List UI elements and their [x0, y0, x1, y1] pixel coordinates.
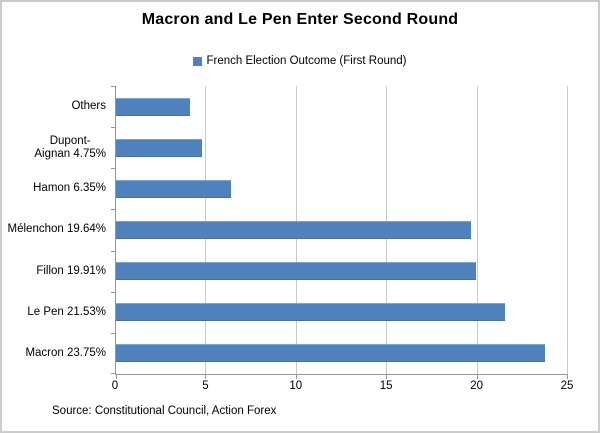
x-axis-tick	[116, 375, 117, 379]
bar	[116, 179, 231, 198]
legend-label: French Election Outcome (First Round)	[206, 55, 407, 67]
category-label: Fillon 19.91%	[36, 265, 106, 278]
x-tick-label: 5	[202, 380, 209, 392]
x-axis-tick	[386, 375, 388, 379]
plot-area	[111, 86, 568, 379]
vertical-gridline	[567, 86, 568, 374]
x-tick-label: 0	[111, 380, 119, 392]
category-label-line: Mélenchon 19.64%	[7, 223, 106, 236]
category-label: Le Pen 21.53%	[27, 306, 106, 319]
category-label-row: Mélenchon 19.64%	[2, 209, 110, 250]
category-label: Dupont- Aignan 4.75%	[34, 135, 106, 161]
legend-marker-swatch	[193, 56, 203, 66]
category-label-row: Others	[2, 86, 110, 127]
category-label: Macron 23.75%	[25, 347, 106, 360]
y-axis-tick	[111, 373, 115, 374]
y-axis-tick	[111, 209, 115, 210]
y-axis-tick	[111, 168, 115, 169]
category-label: Mélenchon 19.64%	[8, 223, 106, 236]
source-caption: Source: Constitutional Council, Action F…	[52, 405, 277, 417]
x-axis-tick	[476, 375, 478, 379]
y-axis-tick	[111, 127, 115, 128]
x-axis-tick	[205, 375, 207, 379]
y-axis-tick	[111, 251, 115, 252]
bar	[116, 262, 476, 281]
category-label-line: Le Pen 21.53%	[27, 305, 106, 318]
x-tick-label: 15	[379, 380, 393, 392]
category-label-line: Fillon 19.91%	[36, 264, 106, 277]
y-axis-tick	[111, 86, 115, 87]
legend: French Election Outcome (First Round)	[2, 55, 598, 67]
category-label-row: Dupont- Aignan 4.75%	[2, 127, 110, 168]
x-axis-tick	[295, 375, 297, 379]
y-axis-tick	[111, 333, 115, 334]
category-label-row: Macron 23.75%	[2, 333, 110, 374]
y-axis-tick	[111, 292, 115, 293]
vertical-gridline	[476, 86, 478, 374]
category-label-row: Le Pen 21.53%	[2, 292, 110, 333]
bar	[116, 344, 546, 363]
category-label-line: Macron 23.75%	[25, 346, 106, 359]
chart-title: Macron and Le Pen Enter Second Round	[141, 11, 459, 28]
category-label-line: Aignan 4.75%	[34, 147, 106, 160]
category-label: Hamon 6.35%	[33, 182, 106, 195]
bar	[116, 221, 472, 239]
category-label-line: Dupont-	[49, 134, 91, 147]
x-axis-tick	[567, 375, 568, 379]
x-tick-label: 20	[470, 380, 483, 392]
category-label-row: Hamon 6.35%	[2, 168, 110, 209]
category-label-line: Others	[71, 100, 106, 113]
x-tick-label: 10	[289, 380, 303, 392]
bar	[116, 97, 190, 116]
bar	[116, 303, 506, 322]
x-tick-label: 25	[560, 380, 574, 392]
category-label-row: Fillon 19.91%	[2, 251, 110, 292]
category-label: Others	[71, 100, 106, 113]
bar	[116, 138, 202, 157]
category-label-line: Hamon 6.35%	[33, 182, 106, 195]
